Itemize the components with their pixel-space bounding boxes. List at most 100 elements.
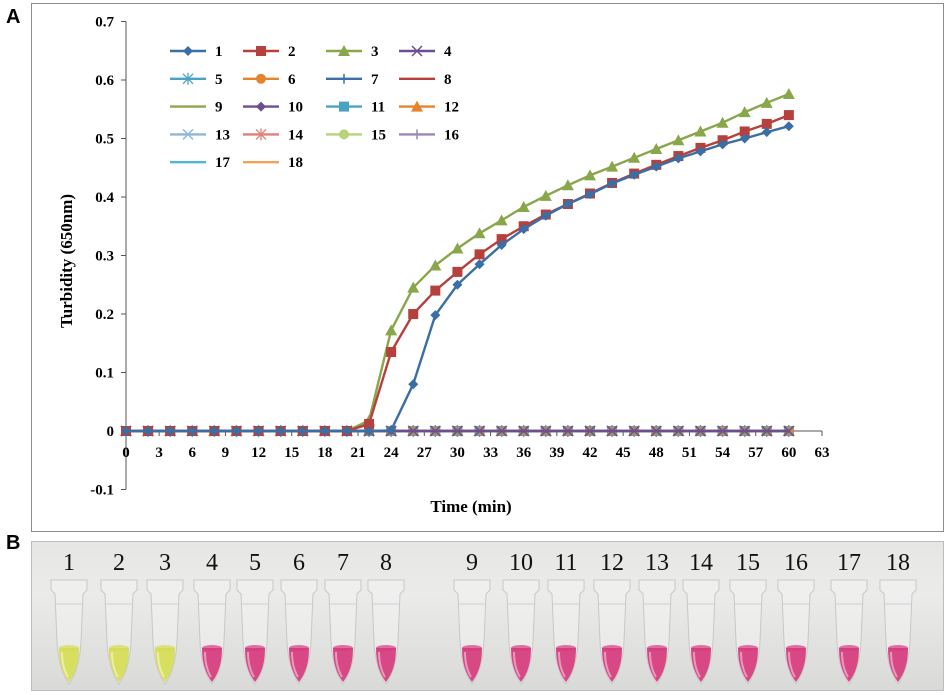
turbidity-chart: -0.100.10.20.30.40.50.60.70 3 6 9 12 15 18 21 24…: [57, 15, 830, 517]
reaction-tube: [590, 576, 634, 690]
x-tick-label: 9: [222, 445, 230, 461]
data-point: [695, 146, 706, 157]
tube-label: 17: [837, 550, 861, 576]
chart-frame: -0.1 0 0.1 0.2 0.3 0.4 0.5 0.6 0.7 0 3 6 9 12 15 18 21 24…: [31, 3, 944, 532]
legend-item-8: 8: [399, 72, 452, 88]
y-axis-label: Turbidity (650nm): [57, 194, 76, 328]
x-tick-label: 63: [815, 445, 830, 461]
y-tick-label: 0.7: [95, 15, 114, 31]
legend-item-5: 5: [170, 72, 223, 88]
data-point: [650, 425, 662, 437]
reaction-tube: [635, 576, 679, 690]
reaction-tube: [827, 576, 871, 690]
legend-label: 12: [444, 100, 459, 116]
reaction-tube: [143, 576, 187, 690]
data-point: [496, 234, 507, 245]
legend-marker: [256, 73, 266, 84]
tube-label: 1: [63, 550, 75, 576]
tube-label: 10: [509, 550, 533, 576]
tube-label: 5: [249, 550, 261, 576]
x-tick-label: 3: [155, 445, 163, 461]
legend-marker: [338, 45, 350, 56]
reaction-tube: [364, 576, 408, 690]
data-point: [739, 126, 750, 137]
data-point: [473, 227, 486, 239]
data-point: [585, 189, 595, 200]
data-point: [761, 425, 773, 437]
legend-item-17: 17: [170, 155, 231, 171]
data-point: [738, 106, 751, 118]
legend-marker: [412, 129, 422, 140]
x-axis-label: Time (min): [430, 497, 511, 516]
data-point: [275, 426, 286, 436]
data-point: [716, 116, 729, 128]
data-point: [739, 133, 750, 144]
tube-label: 13: [645, 550, 669, 576]
data-point: [539, 189, 552, 201]
y-tick-label: 0.2: [95, 307, 114, 323]
legend-marker: [411, 100, 423, 112]
data-point: [783, 121, 794, 132]
data-point: [672, 134, 685, 146]
data-point: [319, 426, 330, 436]
y-tick-label: 0.6: [95, 73, 114, 89]
legend-marker: [339, 101, 349, 112]
legend-marker: [339, 73, 349, 84]
tube-label: 18: [886, 550, 910, 576]
data-point: [782, 88, 795, 100]
data-point: [561, 179, 574, 191]
tube-label: 8: [380, 550, 392, 576]
reaction-tube: [774, 576, 818, 690]
data-point: [717, 139, 728, 150]
data-point: [606, 160, 619, 172]
series-line-1: [126, 125, 790, 433]
legend-label: 3: [371, 44, 379, 60]
legend-item-1: 1: [170, 44, 223, 60]
data-point: [473, 425, 486, 437]
legend-marker: [411, 45, 423, 57]
y-tick-label: 0: [107, 424, 115, 440]
legend-marker: [339, 129, 349, 140]
data-point: [297, 426, 308, 436]
x-tick-label: 27: [417, 445, 433, 461]
legend-label: 15: [371, 127, 386, 143]
x-tick-label: 42: [583, 445, 598, 461]
data-point: [430, 310, 441, 321]
series-1: [121, 121, 794, 436]
x-tick-label: 6: [189, 445, 197, 461]
x-tick-label: 57: [748, 445, 764, 461]
legend-label: 16: [444, 127, 460, 143]
tube-label: 2: [113, 550, 125, 576]
x-tick-label: 39: [549, 445, 564, 461]
data-point: [783, 110, 794, 121]
data-point: [341, 426, 352, 436]
data-point: [672, 425, 684, 437]
data-point: [430, 285, 441, 296]
data-point: [121, 426, 131, 436]
legend-label: 14: [288, 127, 304, 143]
legend-label: 8: [444, 72, 452, 88]
data-point: [452, 279, 463, 290]
y-tick-label: 0.3: [95, 249, 114, 265]
reaction-tube: [190, 576, 234, 690]
legend-item-15: 15: [326, 127, 386, 143]
reaction-tube: [321, 576, 365, 690]
legend-marker: [182, 72, 194, 85]
legend-marker: [256, 101, 266, 112]
tube-label: 3: [159, 550, 171, 576]
x-tick-label: 45: [616, 445, 631, 461]
tube-label: 7: [337, 550, 349, 576]
data-point: [451, 242, 464, 254]
data-point: [451, 425, 463, 437]
data-point: [607, 178, 618, 189]
data-point: [364, 418, 375, 429]
x-tick-label: 60: [781, 445, 796, 461]
y-tick-label: 0.4: [95, 190, 114, 206]
y-tick-label: -0.1: [90, 483, 114, 499]
tube-label: 16: [784, 550, 808, 576]
x-tick-label: 24: [384, 445, 400, 461]
legend-item-13: 13: [170, 127, 230, 143]
data-point: [496, 425, 508, 437]
reaction-tube: [450, 576, 494, 690]
legend-label: 2: [288, 44, 296, 60]
